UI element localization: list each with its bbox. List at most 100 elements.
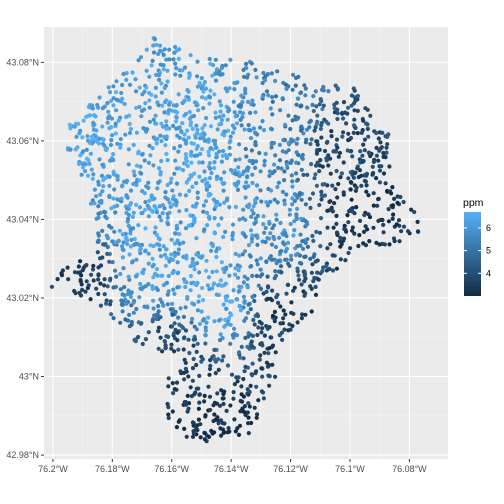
- data-point: [216, 71, 221, 76]
- data-point: [382, 242, 387, 247]
- data-point: [301, 131, 306, 136]
- data-point: [151, 43, 156, 48]
- data-point: [216, 367, 221, 372]
- data-point: [287, 207, 292, 212]
- data-point: [279, 270, 284, 275]
- data-point: [128, 188, 134, 193]
- data-point: [197, 321, 203, 326]
- data-point: [172, 349, 177, 354]
- data-point: [111, 96, 116, 101]
- data-point: [176, 92, 181, 97]
- data-point: [218, 418, 224, 423]
- data-point: [251, 102, 256, 107]
- data-point: [192, 153, 197, 158]
- data-point: [248, 383, 253, 388]
- data-point: [120, 309, 125, 314]
- data-point: [177, 144, 183, 149]
- data-point: [264, 289, 269, 294]
- data-point: [188, 385, 193, 390]
- data-point: [391, 236, 397, 241]
- data-point: [170, 312, 175, 317]
- data-point: [248, 128, 253, 133]
- data-point: [155, 287, 160, 293]
- data-point: [174, 425, 179, 430]
- data-point: [136, 223, 141, 228]
- data-point: [103, 147, 108, 152]
- data-point: [112, 204, 117, 209]
- data-point: [113, 210, 118, 215]
- data-point: [207, 214, 212, 219]
- data-point: [192, 215, 197, 221]
- data-point: [315, 113, 320, 118]
- x-tick-label: 76.08°W: [392, 464, 427, 474]
- data-point: [157, 204, 162, 209]
- data-point: [182, 132, 187, 137]
- data-point: [312, 275, 317, 281]
- data-point: [334, 100, 339, 105]
- data-point: [156, 51, 161, 57]
- data-point: [167, 210, 172, 215]
- data-point: [225, 117, 230, 122]
- data-point: [225, 363, 231, 368]
- data-point: [166, 108, 171, 113]
- data-point: [125, 241, 130, 247]
- data-point: [365, 227, 370, 232]
- data-point: [284, 162, 289, 167]
- data-point: [107, 183, 112, 188]
- data-point: [249, 339, 254, 344]
- data-point: [151, 275, 156, 280]
- data-point: [171, 287, 176, 292]
- data-point: [113, 121, 118, 126]
- data-point: [124, 301, 129, 306]
- data-point: [398, 194, 403, 200]
- data-point: [105, 101, 110, 106]
- data-point: [328, 199, 333, 204]
- data-point: [262, 230, 267, 235]
- data-point: [113, 240, 118, 245]
- data-point: [348, 135, 354, 141]
- data-point: [340, 134, 345, 139]
- data-point: [161, 52, 166, 58]
- data-point: [111, 316, 116, 321]
- data-point: [215, 415, 220, 420]
- data-point: [131, 142, 136, 147]
- data-point: [187, 188, 192, 194]
- data-point: [109, 138, 114, 143]
- data-point: [374, 240, 379, 245]
- data-point: [366, 212, 371, 217]
- data-point: [228, 57, 233, 62]
- data-point: [374, 130, 379, 136]
- data-point: [300, 312, 305, 317]
- data-point: [120, 255, 125, 260]
- data-point: [266, 93, 271, 98]
- data-point: [288, 327, 293, 332]
- data-point: [212, 230, 217, 235]
- data-point: [244, 154, 249, 159]
- data-point: [334, 266, 339, 271]
- data-point: [290, 196, 295, 201]
- data-point: [236, 165, 241, 170]
- data-point: [218, 176, 224, 181]
- data-point: [270, 112, 275, 117]
- data-point: [128, 294, 133, 299]
- data-point: [291, 233, 296, 238]
- data-point: [217, 338, 223, 343]
- data-point: [114, 274, 119, 279]
- data-point: [259, 341, 264, 346]
- data-point: [195, 341, 200, 346]
- data-point: [361, 118, 366, 123]
- data-point: [351, 130, 356, 135]
- data-point: [265, 274, 270, 279]
- data-point: [238, 308, 243, 313]
- data-point: [354, 205, 359, 210]
- data-point: [133, 77, 138, 82]
- data-point: [222, 421, 227, 426]
- data-point: [133, 89, 139, 94]
- data-point: [118, 287, 123, 292]
- data-point: [163, 195, 168, 200]
- data-point: [391, 212, 396, 217]
- data-point: [90, 176, 95, 181]
- data-point: [219, 65, 224, 70]
- data-point: [174, 200, 179, 205]
- data-point: [200, 285, 205, 291]
